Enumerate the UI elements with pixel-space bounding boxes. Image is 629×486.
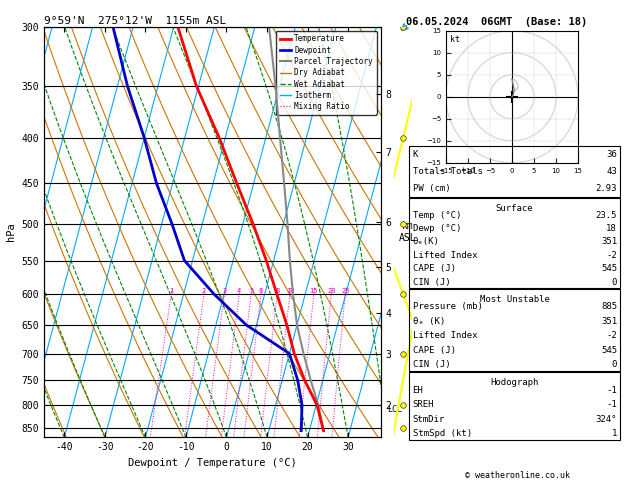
- Text: Totals Totals: Totals Totals: [413, 167, 482, 176]
- Text: 0: 0: [611, 278, 617, 287]
- Text: CIN (J): CIN (J): [413, 278, 450, 287]
- Text: Dewp (°C): Dewp (°C): [413, 224, 461, 233]
- Text: 545: 545: [601, 264, 617, 273]
- Text: 351: 351: [601, 237, 617, 246]
- Text: Temp (°C): Temp (°C): [413, 210, 461, 220]
- Text: -1: -1: [606, 400, 617, 409]
- Text: 8: 8: [275, 288, 279, 294]
- Text: PW (cm): PW (cm): [413, 184, 450, 193]
- Text: -1: -1: [606, 386, 617, 395]
- Text: θₑ(K): θₑ(K): [413, 237, 440, 246]
- Text: -2: -2: [606, 331, 617, 340]
- Bar: [409, 146, 620, 197]
- Text: 324°: 324°: [596, 415, 617, 424]
- Legend: Temperature, Dewpoint, Parcel Trajectory, Dry Adiabat, Wet Adiabat, Isotherm, Mi: Temperature, Dewpoint, Parcel Trajectory…: [276, 31, 377, 115]
- Text: 351: 351: [601, 317, 617, 326]
- Text: 5: 5: [249, 288, 253, 294]
- Text: 10: 10: [286, 288, 294, 294]
- Bar: [409, 372, 620, 440]
- Text: CAPE (J): CAPE (J): [413, 264, 455, 273]
- Text: © weatheronline.co.uk: © weatheronline.co.uk: [465, 471, 569, 480]
- Text: Lifted Index: Lifted Index: [413, 331, 477, 340]
- Text: StmDir: StmDir: [413, 415, 445, 424]
- Text: LCL: LCL: [387, 405, 403, 415]
- Text: StmSpd (kt): StmSpd (kt): [413, 430, 472, 438]
- Text: kt: kt: [450, 35, 460, 44]
- Text: 25: 25: [341, 288, 350, 294]
- Text: 15: 15: [309, 288, 318, 294]
- Text: 06.05.2024  06GMT  (Base: 18): 06.05.2024 06GMT (Base: 18): [406, 17, 587, 27]
- Text: 3: 3: [222, 288, 226, 294]
- Text: 23.5: 23.5: [596, 210, 617, 220]
- Text: 36: 36: [606, 150, 617, 159]
- Text: CAPE (J): CAPE (J): [413, 346, 455, 355]
- X-axis label: Dewpoint / Temperature (°C): Dewpoint / Temperature (°C): [128, 458, 297, 468]
- Text: 20: 20: [327, 288, 336, 294]
- Text: SREH: SREH: [413, 400, 434, 409]
- Text: 4: 4: [237, 288, 242, 294]
- Bar: [409, 289, 620, 371]
- Text: 6: 6: [259, 288, 264, 294]
- Text: 43: 43: [606, 167, 617, 176]
- Text: 1: 1: [611, 430, 617, 438]
- Text: 0: 0: [611, 361, 617, 369]
- Text: Hodograph: Hodograph: [491, 378, 538, 387]
- Text: -2: -2: [606, 251, 617, 260]
- Text: 2: 2: [202, 288, 206, 294]
- Text: Most Unstable: Most Unstable: [479, 295, 550, 304]
- Text: 2.93: 2.93: [596, 184, 617, 193]
- Text: 545: 545: [601, 346, 617, 355]
- Text: K: K: [413, 150, 418, 159]
- Text: 885: 885: [601, 302, 617, 311]
- Text: CIN (J): CIN (J): [413, 361, 450, 369]
- Text: 18: 18: [606, 224, 617, 233]
- Y-axis label: km
ASL: km ASL: [399, 221, 417, 243]
- Text: EH: EH: [413, 386, 423, 395]
- Text: 9°59'N  275°12'W  1155m ASL: 9°59'N 275°12'W 1155m ASL: [44, 16, 226, 26]
- Y-axis label: hPa: hPa: [6, 223, 16, 242]
- Text: θₑ (K): θₑ (K): [413, 317, 445, 326]
- Bar: [409, 198, 620, 288]
- Text: Pressure (mb): Pressure (mb): [413, 302, 482, 311]
- Text: 1: 1: [169, 288, 174, 294]
- Text: Lifted Index: Lifted Index: [413, 251, 477, 260]
- Text: Surface: Surface: [496, 204, 533, 213]
